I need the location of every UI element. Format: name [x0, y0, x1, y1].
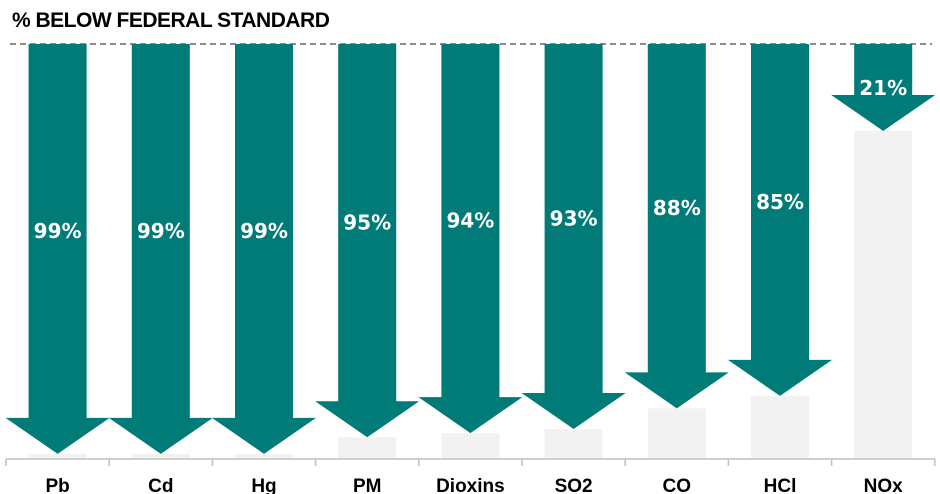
category-label: PM [353, 476, 382, 494]
remainder-bar [441, 433, 500, 458]
arrow-bar [831, 44, 936, 131]
value-label: 99% [240, 219, 288, 243]
remainder-bar [235, 453, 293, 458]
category-label: SO2 [555, 476, 593, 494]
arrow-bar [624, 44, 729, 409]
value-label: 93% [550, 207, 598, 231]
arrow-bar [418, 44, 523, 434]
category-label: Pb [45, 476, 69, 494]
chart-title: % BELOW FEDERAL STANDARD [12, 9, 330, 32]
value-label: 21% [859, 76, 907, 100]
arrow-bar [728, 44, 832, 396]
arrow-bar [521, 44, 626, 430]
remainder-bar [338, 437, 397, 458]
remainder-bar [647, 408, 706, 458]
remainder-bar [131, 453, 190, 458]
value-label: 99% [34, 219, 82, 243]
value-label: 88% [653, 196, 701, 220]
category-label: NOx [864, 476, 904, 494]
value-label: 85% [756, 190, 804, 214]
category-label: CO [663, 476, 692, 494]
value-label: 99% [137, 219, 185, 243]
arrow-bar [108, 44, 213, 454]
remainder-bar [854, 130, 913, 458]
arrow-bar [315, 44, 420, 438]
category-label: Hg [251, 476, 276, 494]
remainder-bar [544, 429, 603, 458]
arrow-bar [5, 44, 110, 454]
category-label: HCl [764, 476, 797, 494]
arrow-bar [212, 44, 316, 454]
value-label: 94% [446, 209, 494, 233]
category-label: Dioxins [436, 476, 505, 494]
remainder-bar [751, 395, 809, 458]
remainder-bar [28, 453, 87, 458]
value-label: 95% [343, 211, 391, 235]
category-label: Cd [148, 476, 173, 494]
